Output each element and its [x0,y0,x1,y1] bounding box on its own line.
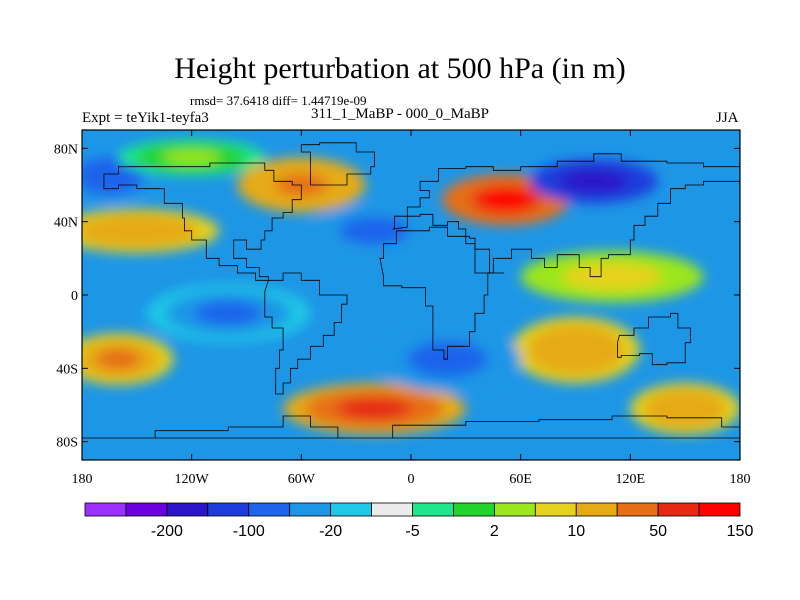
statistics-label: rmsd= 37.6418 diff= 1.44719e-09 [190,93,367,108]
field-feature [337,398,412,420]
lon-tick-label: 180 [730,472,751,487]
field-feature [162,150,222,165]
colorbar-label: -200 [151,523,183,540]
colorbar-swatch [575,502,618,517]
field-feature [348,220,401,242]
lat-tick-label: 40N [54,216,78,231]
colorbar-swatch [125,502,168,517]
lon-tick-label: 180 [72,472,93,487]
field-feature [194,301,262,326]
colorbar-label: 50 [649,523,667,540]
lon-tick-label: 60E [509,472,532,487]
lon-tick-label: 60W [288,472,316,487]
colorbar-swatch [534,502,577,517]
coastline-path [379,226,505,360]
colorbar-swatch [657,502,700,517]
lat-tick-label: 80S [56,436,78,451]
colorbar-swatch [248,502,291,517]
lat-tick-label: 0 [71,289,78,304]
colorbar-label: 10 [567,523,585,540]
field-feature [549,336,602,364]
colorbar-label: -20 [319,523,342,540]
colorbar-swatch [166,502,209,517]
case-label: 311_1_MaBP - 000_0_MaBP [310,106,490,122]
colorbar-swatch [453,502,495,517]
experiment-label: Expt = teYik1-teyfa3 [82,110,209,126]
field-feature [103,221,171,240]
coastline-path [82,415,740,439]
colorbar-swatch [84,502,127,517]
colorbar-label: 2 [490,523,499,540]
colorbar-swatch [493,502,536,517]
colorbar-label: -5 [405,523,419,540]
colorbar-swatch [371,502,413,517]
field-feature [90,165,128,187]
coastline-path [103,162,302,281]
field-feature [480,189,532,211]
field-feature [567,172,620,191]
field-feature [662,398,708,420]
lon-tick-label: 120W [175,472,210,487]
field-feature [96,348,141,370]
colorbar-swatch [412,502,454,517]
colorbar-swatch [616,502,659,517]
colorbar-swatch [289,502,332,517]
coastline-path [617,312,691,366]
colorbar-label: -100 [233,523,265,540]
field-feature [575,266,650,288]
lat-tick-label: 40S [56,362,78,377]
height-field [82,130,740,460]
colorbar: -200 -100 -20 -5 2 10 50 150 [84,502,754,540]
coastline-path [392,153,740,278]
colorbar-swatch [330,502,372,517]
axis-ticks: 80N 40N 0 40S 80S 180 120W 60W 0 60E 120E 180 [54,130,751,487]
coastline-path [264,272,348,395]
lon-tick-label: 0 [408,472,415,487]
lon-tick-label: 120E [616,472,646,487]
map-title: Height perturbation at 500 hPa (in m) [174,52,626,85]
coastlines [82,142,740,439]
colorbar-swatch [698,502,741,517]
season-label: JJA [716,110,739,126]
coastline-path [300,142,375,186]
colorbar-label: 150 [727,523,754,540]
lat-tick-label: 80N [54,142,78,157]
colorbar-swatch [207,502,250,517]
